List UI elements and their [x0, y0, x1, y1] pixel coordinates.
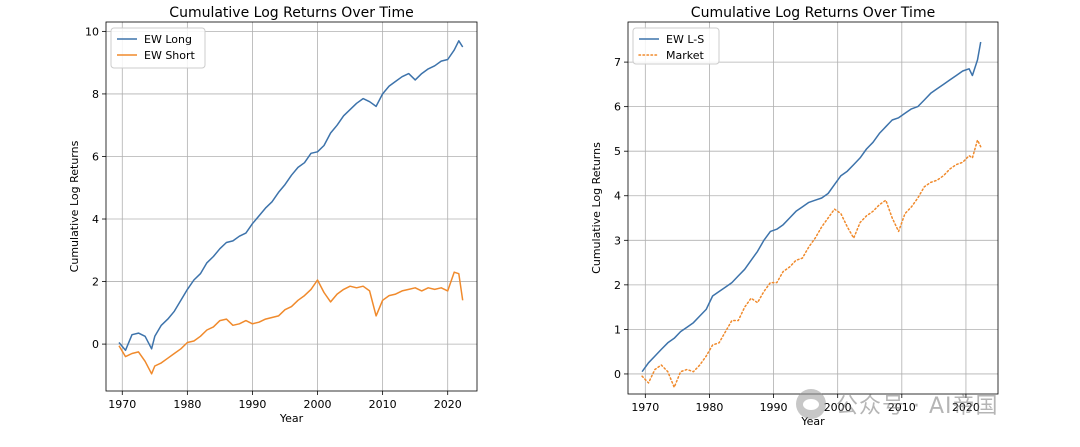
y-tick-label: 1 [614, 323, 621, 336]
y-tick-label: 4 [614, 190, 621, 203]
series-line-1 [118, 40, 464, 352]
right-chart: 1970 1980 1990 2000 2010 2020 0 1 2 3 4 5 6 7 Cumulati… [590, 5, 999, 428]
series-line-2 [641, 139, 982, 389]
legend-label-2: EW Short [144, 49, 196, 62]
x-tick-label: 2000 [304, 398, 332, 411]
y-tick-label: 4 [92, 213, 99, 226]
y-tick-label: 3 [614, 234, 621, 247]
x-tick-label: 2010 [888, 401, 916, 414]
wechat-icon [796, 389, 826, 419]
watermark: 公众号 · AI帝国 [796, 384, 1058, 424]
x-tick-label: 1970 [108, 398, 136, 411]
legend-label-1: EW L-S [666, 33, 704, 46]
x-tick-label: 1980 [173, 398, 201, 411]
y-tick-label: 0 [92, 338, 99, 351]
x-tick-label: 2000 [824, 401, 852, 414]
y-tick-label: 5 [614, 145, 621, 158]
legend-box [110, 27, 206, 69]
left-chart: 1970 1980 1990 2000 2010 2020 0 2 4 6 8 10 Cumulativ… [68, 5, 478, 425]
x-tick-label: 1970 [631, 401, 659, 414]
x-axis-label: Year [279, 412, 304, 425]
series-line-2 [118, 271, 464, 375]
x-tick-label: 2020 [952, 401, 980, 414]
axes-frame [627, 21, 999, 395]
x-tick-label: 2010 [369, 398, 397, 411]
legend-label-2: Market [666, 49, 704, 62]
x-tick-label: 1990 [760, 401, 788, 414]
watermark-text: 公众号 · AI帝国 [836, 394, 999, 419]
chart-title: Cumulative Log Returns Over Time [691, 5, 935, 21]
series-line-1 [641, 41, 982, 373]
legend-label-1: EW Long [144, 33, 192, 46]
chart-title: Cumulative Log Returns Over Time [169, 5, 413, 21]
y-tick-label: 6 [92, 150, 99, 163]
y-axis-label: Cumulative Log Returns [590, 142, 603, 274]
axes-frame [105, 21, 478, 392]
x-tick-label: 1980 [695, 401, 723, 414]
y-tick-label: 2 [92, 276, 99, 289]
y-tick-label: 8 [92, 88, 99, 101]
y-tick-label: 7 [614, 56, 621, 69]
x-tick-label: 2020 [434, 398, 462, 411]
y-axis-label: Cumulative Log Returns [68, 140, 81, 272]
y-tick-label: 10 [85, 25, 99, 38]
y-tick-label: 0 [614, 368, 621, 381]
x-tick-label: 1990 [238, 398, 266, 411]
y-tick-label: 6 [614, 101, 621, 114]
y-tick-label: 2 [614, 279, 621, 292]
